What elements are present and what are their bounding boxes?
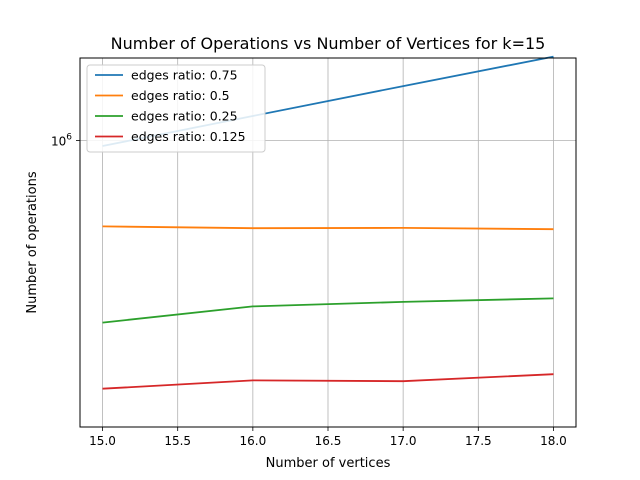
y-axis-ticks: 106 bbox=[51, 132, 80, 148]
legend-label: edges ratio: 0.75 bbox=[131, 68, 238, 83]
x-tick-label: 17.0 bbox=[390, 434, 417, 448]
chart-title: Number of Operations vs Number of Vertic… bbox=[111, 34, 546, 53]
y-axis-label: Number of operations bbox=[25, 171, 40, 313]
series-line-1 bbox=[102, 225, 554, 231]
y-tick-label: 106 bbox=[51, 132, 72, 148]
legend-box bbox=[86, 64, 266, 153]
x-tick-label: 18.0 bbox=[540, 434, 567, 448]
legend-label: edges ratio: 0.25 bbox=[131, 109, 238, 124]
x-tick-label: 16.5 bbox=[315, 434, 342, 448]
series-line-2 bbox=[102, 297, 554, 324]
x-axis-label: Number of vertices bbox=[266, 456, 391, 471]
legend: edges ratio: 0.75 edges ratio: 0.5 edges r… bbox=[86, 64, 266, 153]
x-tick-label: 16.0 bbox=[239, 434, 266, 448]
series-line-3 bbox=[102, 373, 554, 390]
y-tick-base: 10 bbox=[51, 134, 66, 148]
x-axis-ticks: 15.0 15.5 16.0 16.5 17.0 17.5 18.0 bbox=[89, 427, 567, 448]
x-tick-label: 15.0 bbox=[89, 434, 116, 448]
y-tick-exponent: 6 bbox=[66, 132, 72, 142]
x-tick-label: 17.5 bbox=[465, 434, 492, 448]
legend-label: edges ratio: 0.125 bbox=[131, 129, 246, 144]
x-tick-label: 15.5 bbox=[164, 434, 191, 448]
legend-label: edges ratio: 0.5 bbox=[131, 88, 230, 103]
